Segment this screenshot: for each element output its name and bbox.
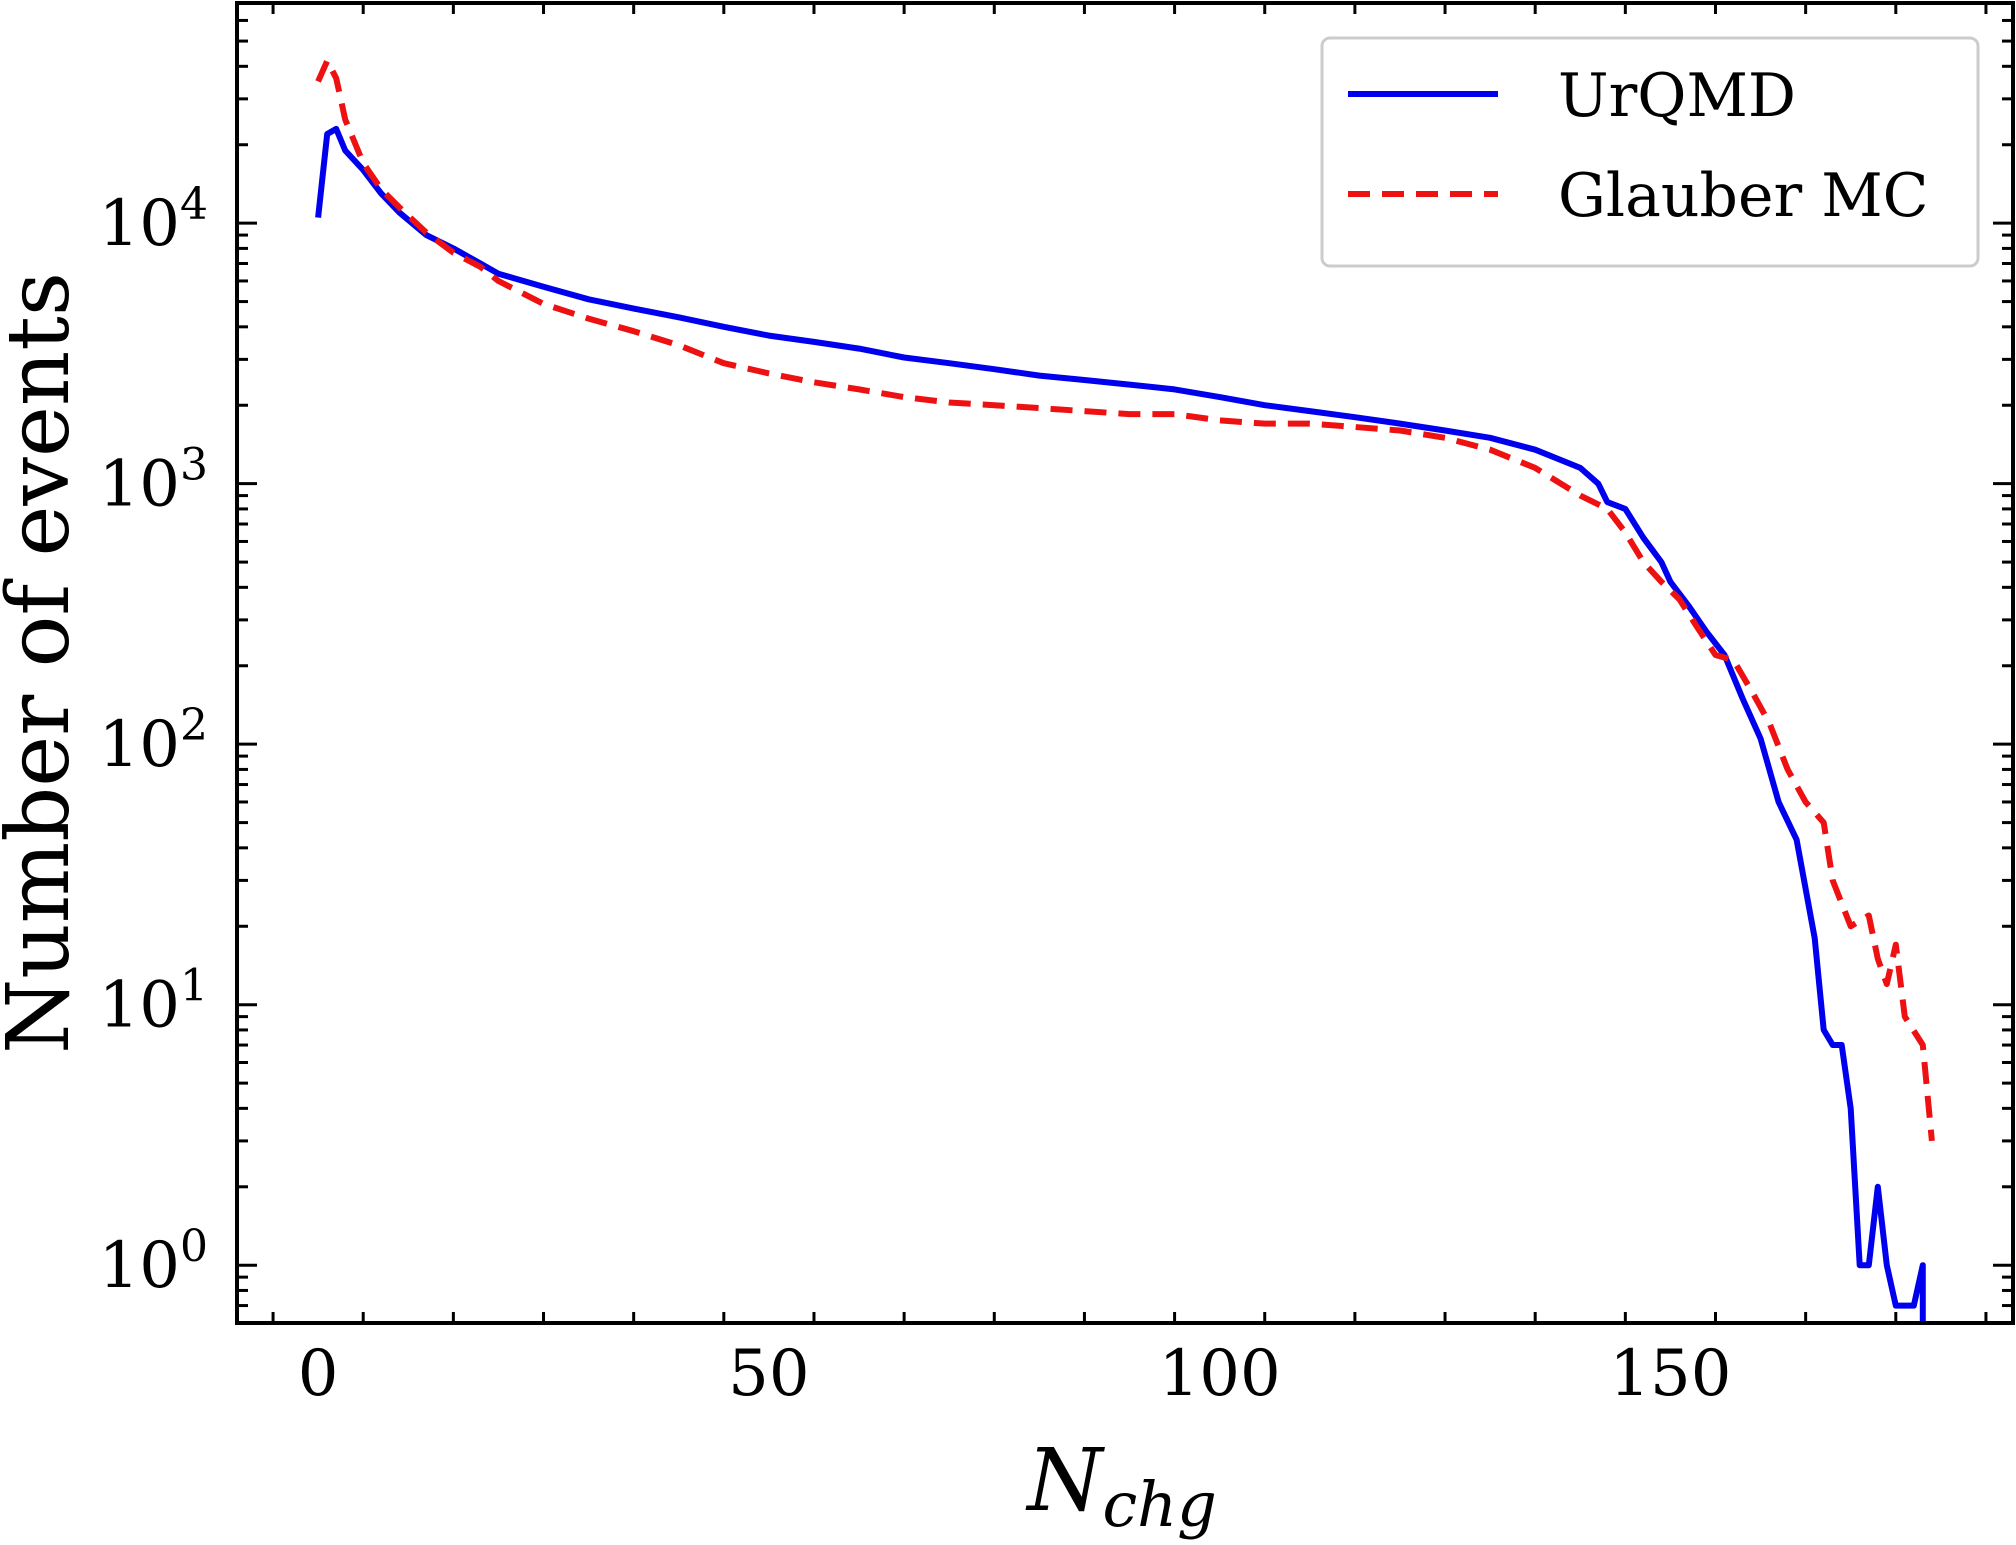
x-tick-label: 100 [1159, 1337, 1281, 1411]
y-tick-label: 101 [99, 961, 208, 1043]
y-tick-label-exponent: 3 [180, 440, 208, 491]
y-tick-label: 102 [99, 700, 208, 782]
y-axis-label: Number of events [0, 272, 89, 1054]
legend-label-urqmd: UrQMD [1558, 61, 1796, 131]
y-tick-label-exponent: 0 [180, 1221, 208, 1272]
x-tick-label: 50 [728, 1337, 809, 1411]
series-layer [315, 57, 1935, 1323]
plot-frame [235, 1, 2015, 1325]
series-line-glauber-mc [315, 57, 1935, 1142]
x-tick-label: 150 [1609, 1337, 1731, 1411]
y-tick-label: 104 [99, 179, 208, 261]
y-tick-label: 103 [99, 440, 208, 522]
y-tick-label-exponent: 2 [180, 700, 208, 751]
ticks-layer [237, 1, 2013, 1325]
series-line-urqmd [315, 125, 1926, 1323]
y-tick-label-base: 10 [99, 969, 180, 1043]
y-tick-label-base: 10 [99, 187, 180, 261]
y-tick-label-exponent: 1 [180, 961, 208, 1012]
y-tick-label-base: 10 [99, 1229, 180, 1303]
x-axis-label: Nchg [1025, 1431, 1217, 1540]
legend-label-glauber-mc: Glauber MC [1558, 161, 1929, 231]
x-tick-label: 0 [298, 1337, 339, 1411]
y-tick-label-exponent: 4 [180, 179, 208, 230]
legend: UrQMD Glauber MC [1320, 36, 1980, 268]
y-tick-label-base: 10 [99, 448, 180, 522]
y-tick-label: 100 [99, 1221, 208, 1303]
y-tick-label-base: 10 [99, 708, 180, 782]
